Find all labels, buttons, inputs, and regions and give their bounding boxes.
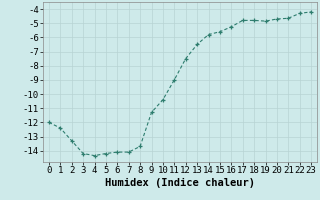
X-axis label: Humidex (Indice chaleur): Humidex (Indice chaleur) <box>105 178 255 188</box>
